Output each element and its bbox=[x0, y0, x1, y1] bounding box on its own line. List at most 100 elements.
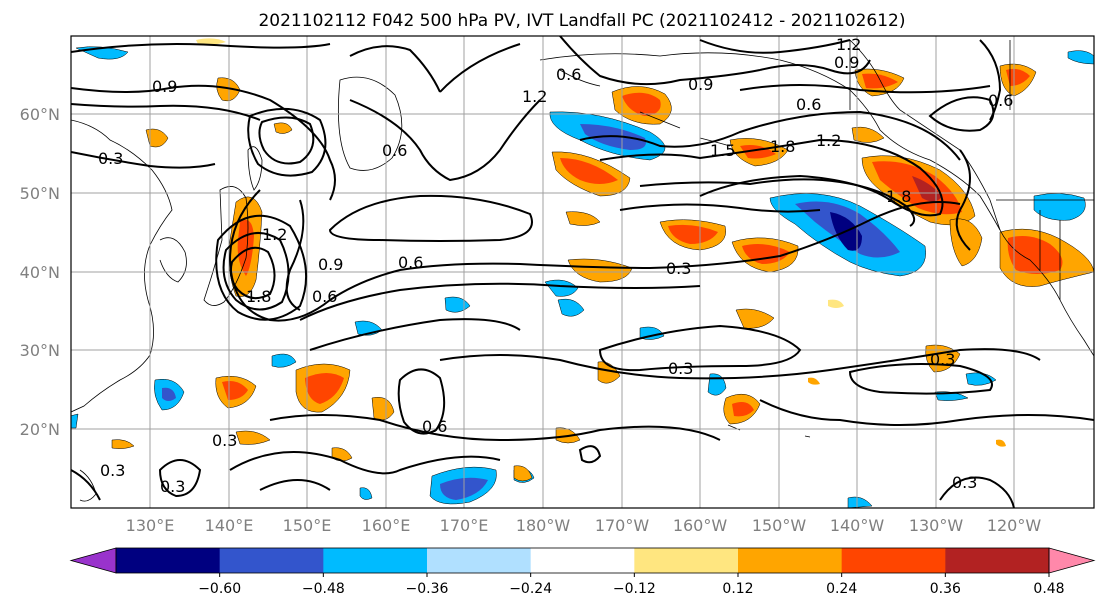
contour-label: 0.9 bbox=[688, 75, 713, 94]
colorbar-extend-max bbox=[1048, 547, 1096, 574]
lon-tick-label: 170°W bbox=[595, 516, 650, 535]
pv-contour bbox=[439, 43, 521, 93]
map-content: 0.9 0.3 0.6 1.2 0.9 0.6 0.9 0.6 1.2 1.5 … bbox=[71, 35, 1094, 508]
pv-contour bbox=[158, 459, 202, 498]
pv-contours bbox=[71, 36, 1094, 508]
pv-contour bbox=[247, 107, 327, 177]
colorbar-cell bbox=[738, 548, 843, 573]
shade-positive bbox=[828, 299, 844, 308]
shade-positive bbox=[111, 439, 135, 449]
contour-label: 0.9 bbox=[318, 255, 343, 274]
shade-positive bbox=[1007, 236, 1063, 274]
pv-contour bbox=[71, 103, 261, 121]
colorbar-cell bbox=[116, 548, 221, 573]
border-states bbox=[849, 40, 1061, 300]
shade-positive bbox=[1006, 68, 1030, 86]
pv-contour bbox=[578, 445, 602, 464]
contour-label: 1.8 bbox=[886, 187, 911, 206]
lon-axis: 130°E 140°E 150°E 160°E 170°E 180°W 170°… bbox=[126, 516, 1042, 535]
colorbar-cell bbox=[427, 548, 532, 573]
contour-label: 0.9 bbox=[834, 53, 859, 72]
map-title: 2021102112 F042 500 hPa PV, IVT Landfall… bbox=[258, 11, 905, 31]
shade-negative bbox=[162, 387, 176, 401]
pv-contour bbox=[619, 203, 821, 213]
pv-contour bbox=[979, 39, 1002, 121]
pv-contour bbox=[71, 84, 336, 201]
pv-contour bbox=[285, 199, 305, 311]
pv-contour bbox=[579, 110, 961, 161]
shade-positive bbox=[622, 92, 661, 116]
shade-positive bbox=[851, 126, 885, 143]
pv-contour bbox=[309, 318, 521, 351]
pv-contour bbox=[439, 348, 1041, 380]
shade-positive bbox=[668, 224, 718, 244]
lon-tick-label: 150°E bbox=[283, 516, 332, 535]
contour-label: 1.2 bbox=[836, 35, 861, 54]
shade-positive bbox=[560, 158, 618, 184]
contour-label: 0.6 bbox=[988, 91, 1013, 110]
pv-contour bbox=[259, 479, 331, 491]
contour-label: 0.3 bbox=[668, 359, 693, 378]
ivt-shading bbox=[71, 38, 1094, 508]
coastline-na-west bbox=[849, 39, 1001, 231]
colorbar-cell bbox=[841, 548, 946, 573]
colorbar-tick-label: −0.48 bbox=[302, 581, 345, 597]
coastline-alaska bbox=[539, 52, 1094, 357]
lon-tick-label: 160°W bbox=[673, 516, 728, 535]
contour-label: 0.6 bbox=[382, 141, 407, 160]
lat-tick-label: 50°N bbox=[20, 184, 60, 203]
contour-label: 1.8 bbox=[246, 287, 271, 306]
shade-positive bbox=[567, 258, 633, 283]
colorbar: −0.60 −0.48 −0.36 −0.24 −0.12 0.12 0.24 0.36 0.4… bbox=[69, 547, 1096, 597]
pv-contour bbox=[699, 39, 851, 54]
contour-label: 0.6 bbox=[796, 95, 821, 114]
colorbar-frame bbox=[115, 547, 1050, 574]
shade-positive bbox=[305, 373, 344, 404]
shade-negative bbox=[359, 487, 373, 500]
lon-tick-label: 140°W bbox=[830, 516, 885, 535]
map-frame bbox=[70, 35, 1095, 509]
pv-contour bbox=[328, 194, 533, 242]
colorbar-tick-label: 0.12 bbox=[722, 581, 753, 597]
contour-label: 0.3 bbox=[952, 473, 977, 492]
colorbar-cell bbox=[219, 548, 324, 573]
lon-tick-label: 130°W bbox=[909, 516, 964, 535]
pv-contour bbox=[349, 45, 441, 93]
lat-tick-label: 20°N bbox=[20, 420, 60, 439]
lat-tick-label: 60°N bbox=[20, 105, 60, 124]
contour-label: 1.2 bbox=[816, 131, 841, 150]
contour-label: 0.6 bbox=[422, 417, 447, 436]
shade-positive bbox=[196, 38, 226, 45]
colorbar-tick-label: −0.60 bbox=[198, 581, 241, 597]
shade-negative bbox=[1067, 50, 1094, 65]
colorbar-cell bbox=[530, 548, 635, 573]
shade-positive bbox=[273, 122, 293, 134]
shade-positive bbox=[216, 77, 241, 102]
contour-label: 0.9 bbox=[152, 77, 177, 96]
colorbar-tick-label: 0.24 bbox=[826, 581, 857, 597]
colorbar-tick-label: 0.48 bbox=[1033, 581, 1064, 597]
pv-contour bbox=[71, 43, 331, 53]
colorbar-ticks: −0.60 −0.48 −0.36 −0.24 −0.12 0.12 0.24 0.36 0.4… bbox=[198, 573, 1065, 597]
lon-tick-label: 180°W bbox=[516, 516, 571, 535]
shade-negative bbox=[544, 279, 579, 297]
pv-contour bbox=[939, 476, 1015, 508]
colorbar-cell bbox=[945, 548, 1050, 573]
contour-label: 0.3 bbox=[100, 461, 125, 480]
colorbar-cell bbox=[634, 548, 739, 573]
pv-contour bbox=[71, 469, 101, 501]
contour-label: 0.3 bbox=[666, 259, 691, 278]
contour-label: 0.3 bbox=[98, 149, 123, 168]
shade-positive bbox=[996, 439, 1006, 447]
coastline-sakhalin bbox=[247, 146, 263, 191]
contour-label: 0.6 bbox=[398, 253, 423, 272]
colorbar-tick-label: −0.24 bbox=[509, 581, 552, 597]
pv-contour bbox=[848, 363, 993, 395]
pv-contour bbox=[599, 138, 944, 217]
pv-contour bbox=[739, 84, 991, 94]
shade-positive bbox=[732, 402, 754, 417]
contour-label: 0.6 bbox=[312, 287, 337, 306]
shade-positive bbox=[862, 73, 898, 89]
lon-tick-label: 170°E bbox=[440, 516, 489, 535]
